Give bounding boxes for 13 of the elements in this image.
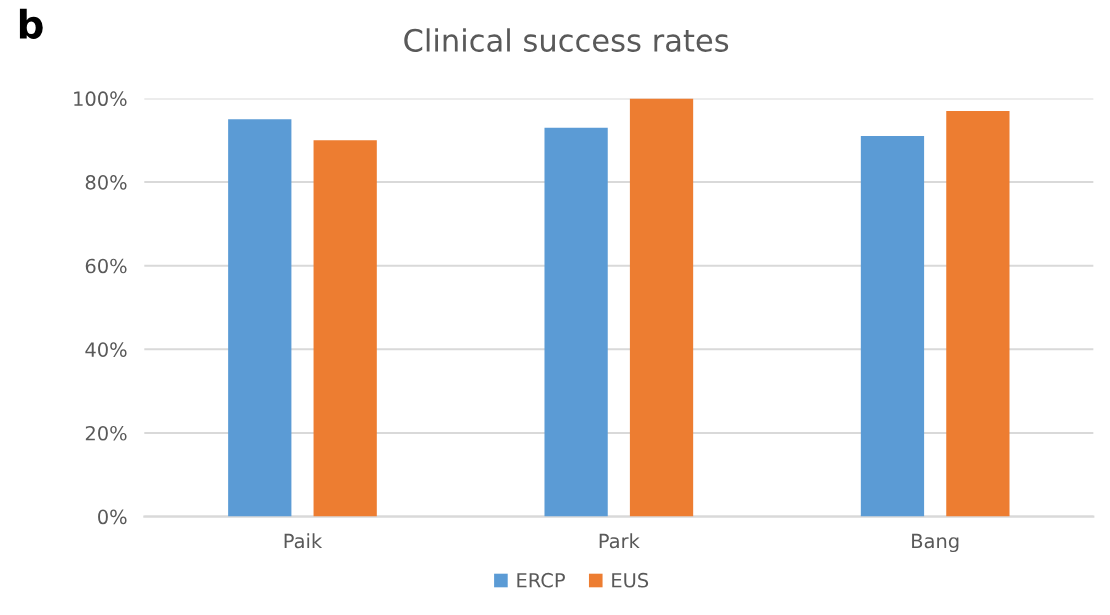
y-tick-label: 20% [85,425,127,441]
chart-title: Clinical success rates [404,28,729,52]
y-tick-label: 80% [85,175,127,190]
legend-label: EUS [612,572,649,588]
legend-label: ERCP [517,572,565,588]
x-tick-label: Bang [912,533,959,553]
y-tick-label: 60% [85,258,127,274]
y-tick-label: 40% [85,342,127,357]
x-tick-label: Paik [284,533,323,549]
x-tick-label: Park [599,533,640,549]
y-tick-label: 100% [74,91,127,107]
text: b [19,8,43,39]
y-tick-label: 0% [98,509,127,525]
